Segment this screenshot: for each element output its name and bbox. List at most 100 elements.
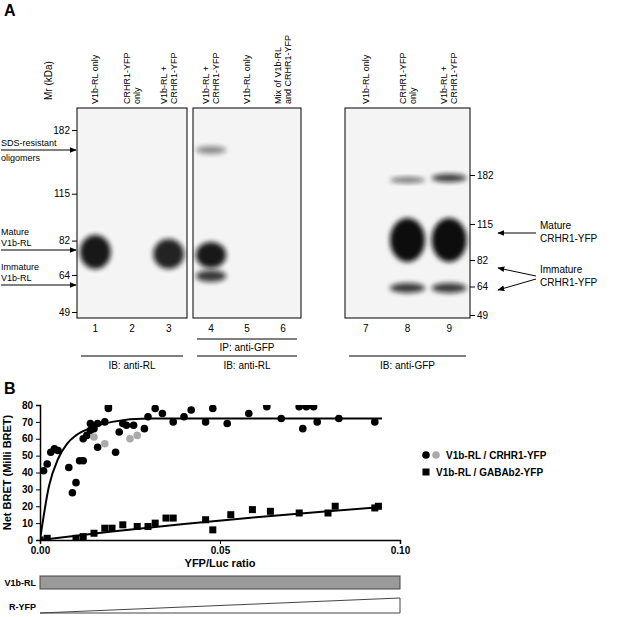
tick-mark xyxy=(72,275,77,276)
arrow xyxy=(498,233,536,234)
lane-label: Mix of V1b-RL xyxy=(273,47,283,104)
marker-axis: 182 115 82 64 49 xyxy=(53,125,77,318)
arrow xyxy=(498,268,536,276)
underline xyxy=(197,339,297,340)
legend: V1b-RL / CRHR1-YFPV1b-RL / GABAb2-YFP xyxy=(422,450,547,478)
data-point xyxy=(69,489,77,497)
data-point xyxy=(209,405,217,412)
blot-band xyxy=(196,146,226,154)
data-point xyxy=(73,535,80,540)
blot-band xyxy=(432,218,467,262)
arrow xyxy=(1,150,76,151)
tick: 182 xyxy=(53,125,77,136)
data-point xyxy=(296,510,303,517)
data-point xyxy=(134,523,141,530)
data-point xyxy=(145,523,152,530)
tick: 0 xyxy=(27,535,40,546)
tick: 80 xyxy=(22,400,40,411)
arrow-label: CRHR1-YFP xyxy=(540,277,598,288)
panel-label: A xyxy=(4,2,16,19)
tick-mark xyxy=(470,287,475,288)
tick-mark xyxy=(72,130,77,131)
data-point xyxy=(209,526,216,533)
tick: 115 xyxy=(470,219,493,230)
tick-label: 115 xyxy=(477,219,493,230)
tick-label: 20 xyxy=(22,501,34,512)
data-point xyxy=(40,537,44,541)
data-point xyxy=(169,418,177,426)
plot-area xyxy=(40,405,382,540)
tick-mark xyxy=(220,540,221,544)
tick-mark xyxy=(36,523,40,524)
data-point xyxy=(94,443,102,451)
tick-label: 0.00 xyxy=(31,545,51,556)
tick: 64 xyxy=(470,281,489,292)
data-point xyxy=(54,447,62,455)
x-axis-title: YFP/Luc ratio xyxy=(185,557,256,569)
tick-label: 49 xyxy=(59,307,71,318)
blot-frame xyxy=(77,108,187,318)
blot xyxy=(77,108,187,318)
data-point xyxy=(303,405,311,410)
blot-band xyxy=(196,242,226,268)
data-point xyxy=(180,413,188,421)
data-point xyxy=(313,418,321,426)
tick-mark xyxy=(36,540,40,541)
arrow xyxy=(1,285,76,286)
data-point xyxy=(79,457,87,465)
lane-number: 4 xyxy=(208,323,214,334)
lane-label: V1b-RL + xyxy=(159,66,169,104)
data-point xyxy=(94,420,102,428)
axis-line xyxy=(41,541,401,545)
lane-label: CRHR1-YFP xyxy=(169,52,179,104)
tick: 49 xyxy=(470,310,489,321)
data-point xyxy=(40,467,47,475)
data-point xyxy=(101,440,109,448)
data-point xyxy=(310,405,318,410)
ib-label: IB: anti-GFP xyxy=(380,360,435,371)
lane-label: V1b-RL only xyxy=(90,54,100,104)
expression-bar xyxy=(40,576,400,589)
blot-frame xyxy=(193,108,301,318)
data-point xyxy=(151,405,159,412)
data-point xyxy=(44,535,51,540)
lane-number: 5 xyxy=(244,323,250,334)
tick-label: 40 xyxy=(22,467,34,478)
lane-label: only xyxy=(408,87,418,104)
blot-band xyxy=(390,218,425,262)
data-point xyxy=(277,415,285,423)
lane-number: 8 xyxy=(405,323,411,334)
arrow-label: CRHR1-YFP xyxy=(540,233,598,244)
data-point xyxy=(130,421,138,429)
lane-label: CRHR1-YFP xyxy=(122,52,132,104)
tick-label: 64 xyxy=(59,270,71,281)
tick: 60 xyxy=(22,433,40,444)
lane-label: V1b-RL only xyxy=(361,54,371,104)
lane-number: 3 xyxy=(166,323,172,334)
lane-label: CRHR1-YFP xyxy=(398,52,408,104)
lane-label: CRHR1-YFP xyxy=(211,52,221,104)
blot xyxy=(345,108,470,318)
blot-band xyxy=(432,174,467,182)
legend-marker xyxy=(432,451,440,459)
tick-mark xyxy=(470,315,475,316)
data-point xyxy=(335,415,343,423)
data-point xyxy=(202,516,209,523)
tick-label: 115 xyxy=(54,188,70,199)
marker-axis: 182115826449 xyxy=(470,170,494,321)
ib-label: IB: anti-RL xyxy=(223,360,271,371)
data-point xyxy=(295,405,303,410)
data-point xyxy=(43,460,51,468)
data-point xyxy=(170,515,177,522)
data-point xyxy=(227,511,234,518)
data-point xyxy=(325,510,332,517)
tick-label: 64 xyxy=(477,281,489,292)
data-point xyxy=(202,418,210,426)
tick-label: 82 xyxy=(59,235,71,246)
data-point xyxy=(144,413,152,421)
data-point xyxy=(141,425,149,433)
data-point xyxy=(332,503,339,510)
lane-number: 7 xyxy=(363,323,369,334)
fit-line xyxy=(40,507,382,540)
expression-ramp xyxy=(40,598,400,613)
